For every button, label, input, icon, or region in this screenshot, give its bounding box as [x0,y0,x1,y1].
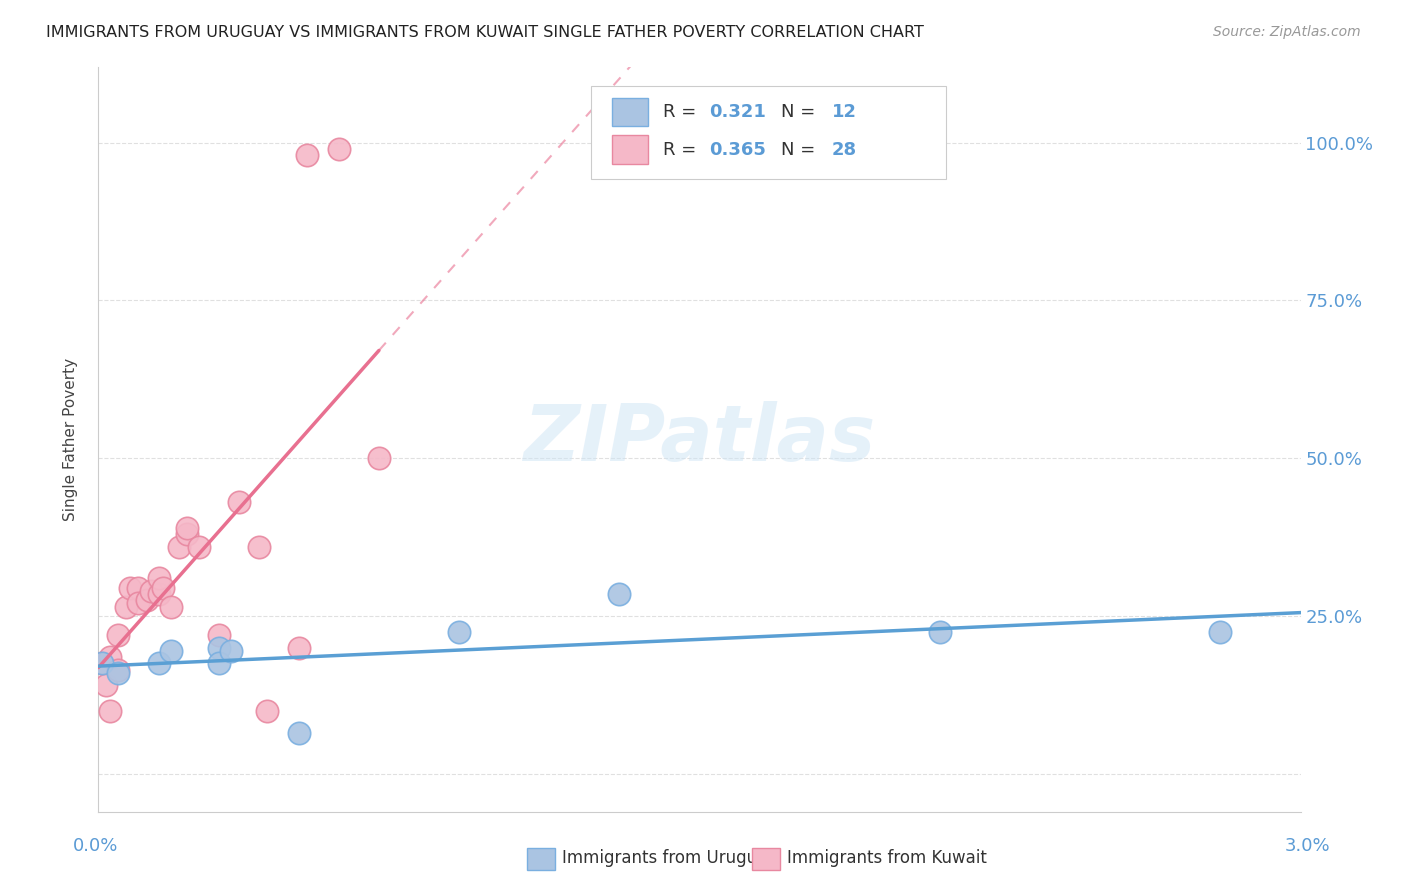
Point [107,628,129,642]
Point [100,704,122,718]
Bar [612,98,648,127]
Point [1209,624,1232,639]
Point [128,581,150,595]
FancyBboxPatch shape [592,86,946,178]
Point [107,663,129,677]
Point [96,678,118,692]
Point [368,451,391,466]
Bar [612,136,648,164]
Point [148,571,170,585]
Point [91,657,114,671]
Point [167,540,190,554]
Point [288,640,311,655]
Point [219,644,242,658]
Point [107,665,129,680]
Point [135,593,157,607]
Point [228,495,250,509]
Text: Source: ZipAtlas.com: Source: ZipAtlas.com [1213,25,1361,39]
Text: N =: N = [782,103,821,120]
Point [176,521,198,535]
Text: 28: 28 [832,141,856,160]
Point [208,657,231,671]
Point [208,640,231,655]
Y-axis label: Single Father Poverty: Single Father Poverty [63,358,77,521]
Point [91,657,114,671]
Text: N =: N = [782,141,821,160]
Point [288,726,311,740]
Point [148,657,170,671]
Point [609,587,631,601]
Point [208,628,231,642]
Text: IMMIGRANTS FROM URUGUAY VS IMMIGRANTS FROM KUWAIT SINGLE FATHER POVERTY CORRELAT: IMMIGRANTS FROM URUGUAY VS IMMIGRANTS FR… [46,25,924,40]
Point [115,599,138,614]
Point [139,583,162,598]
Point [929,624,952,639]
Point [247,540,270,554]
Text: ZIPatlas: ZIPatlas [523,401,876,477]
Text: 0.365: 0.365 [709,141,766,160]
Point [176,527,198,541]
Text: 0.0%: 0.0% [73,837,118,855]
Text: 3.0%: 3.0% [1285,837,1330,855]
Point [100,650,122,665]
Point [295,148,318,162]
Text: Immigrants from Kuwait: Immigrants from Kuwait [787,849,987,867]
Text: R =: R = [664,141,703,160]
Point [328,142,350,156]
Point [447,624,470,639]
Text: 12: 12 [832,103,856,120]
Point [159,644,181,658]
Point [128,596,150,610]
Text: R =: R = [664,103,703,120]
Text: 0.321: 0.321 [709,103,766,120]
Point [159,599,181,614]
Point [256,704,278,718]
Text: Immigrants from Uruguay: Immigrants from Uruguay [562,849,778,867]
Point [120,581,142,595]
Point [187,540,209,554]
Point [152,581,174,595]
Point [148,587,170,601]
